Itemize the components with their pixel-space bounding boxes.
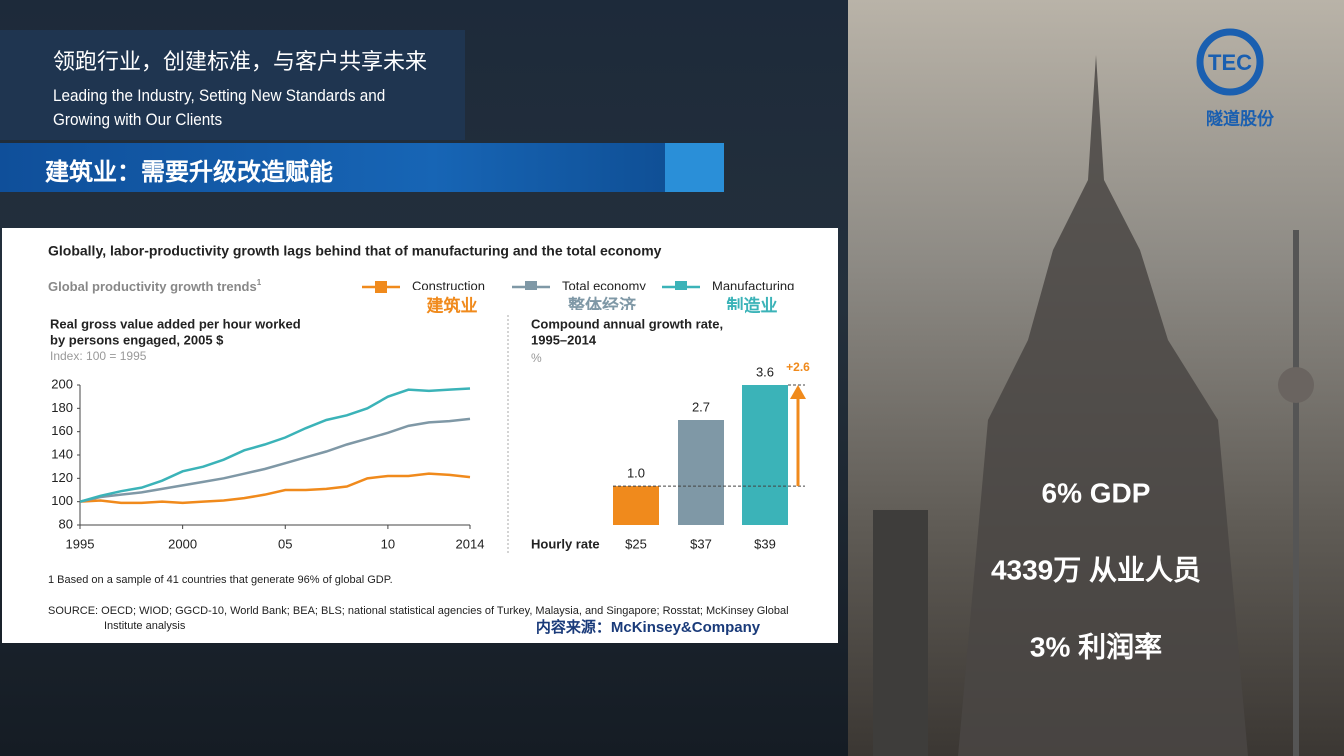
source: SOURCE: OECD; WIOD; GGCD-10, World Bank;… (48, 605, 789, 617)
bar-chart-title: 1995–2014 (531, 332, 597, 347)
section-bar (0, 143, 724, 192)
value-label: 3.6 (756, 364, 774, 379)
background-photo (848, 0, 1344, 756)
line-chart-label: by persons engaged, 2005 $ (50, 332, 224, 347)
tower (873, 55, 1314, 756)
bar (678, 420, 724, 525)
index-note: Index: 100 = 1995 (50, 349, 147, 363)
logo-ring (1196, 28, 1264, 96)
y-tick-label: 180 (51, 400, 73, 415)
x-tick-label: 05 (278, 536, 292, 551)
footnote: 1 Based on a sample of 41 countries that… (48, 574, 393, 586)
x-tick-label: $39 (754, 536, 776, 551)
stat: 4339万 从业人员 (991, 554, 1201, 585)
unit: % (531, 351, 542, 365)
bar (742, 385, 788, 525)
section-title: 建筑业：需要升级改造赋能 (45, 159, 333, 186)
line-chart-label: Real gross value added per hour worked (50, 316, 301, 331)
series-line (79, 472, 471, 505)
legend-cn: 建筑业 (427, 295, 478, 315)
subtitle-text: Global productivity growth trends (48, 279, 257, 294)
header-title-cn: 领跑行业，创建标准，与客户共享未来 (53, 49, 428, 74)
section-square (665, 143, 724, 192)
legend-marker (375, 281, 387, 293)
legend-label: Manufacturing (712, 278, 794, 293)
bar-chart-title: Compound annual growth rate, (531, 316, 723, 331)
series-line (79, 417, 471, 503)
category-axis-label: Hourly rate (531, 536, 600, 551)
bar (613, 486, 659, 525)
legend-label: Construction (412, 278, 485, 293)
legend-label: Total economy (562, 278, 646, 293)
x-tick-label: $25 (625, 536, 647, 551)
x-tick-label: 1995 (66, 536, 95, 551)
x-tick-label: $37 (690, 536, 712, 551)
title-cut (525, 310, 745, 318)
subtitle-note: 1 (257, 278, 262, 287)
x-tick-label: 10 (381, 536, 395, 551)
value-label: 1.0 (627, 466, 645, 481)
y-tick-label: 80 (59, 516, 73, 531)
header-panel (0, 30, 465, 140)
series-line (79, 387, 471, 503)
y-tick-label: 200 (51, 376, 73, 391)
y-tick-label: 120 (51, 470, 73, 485)
figure: Globally, labor-productivity growth lags… (48, 242, 825, 636)
value-label: 2.7 (692, 399, 710, 414)
logo-mark: TEC (1208, 50, 1252, 75)
y-tick-label: 140 (51, 446, 73, 461)
x-tick-label: 2014 (456, 536, 485, 551)
stat: 6% GDP (1042, 477, 1151, 508)
credit: 内容来源：McKinsey&Company (536, 618, 761, 636)
x-tick-label: 2000 (168, 536, 197, 551)
legend-cut (405, 290, 825, 298)
stat: 3% 利润率 (1030, 630, 1162, 662)
figure-subtitle: Global productivity growth trends1 (48, 278, 262, 294)
source: Institute analysis (104, 620, 186, 632)
figure-title: Globally, labor-productivity growth lags… (48, 243, 662, 259)
arrow-head (790, 385, 806, 399)
annotation: +2.6 (786, 360, 810, 374)
y-tick-label: 100 (51, 493, 73, 508)
header-title-en: Leading the Industry, Setting New Standa… (53, 86, 386, 129)
y-tick-label: 160 (51, 423, 73, 438)
logo-name: 隧道股份 (1206, 108, 1275, 128)
